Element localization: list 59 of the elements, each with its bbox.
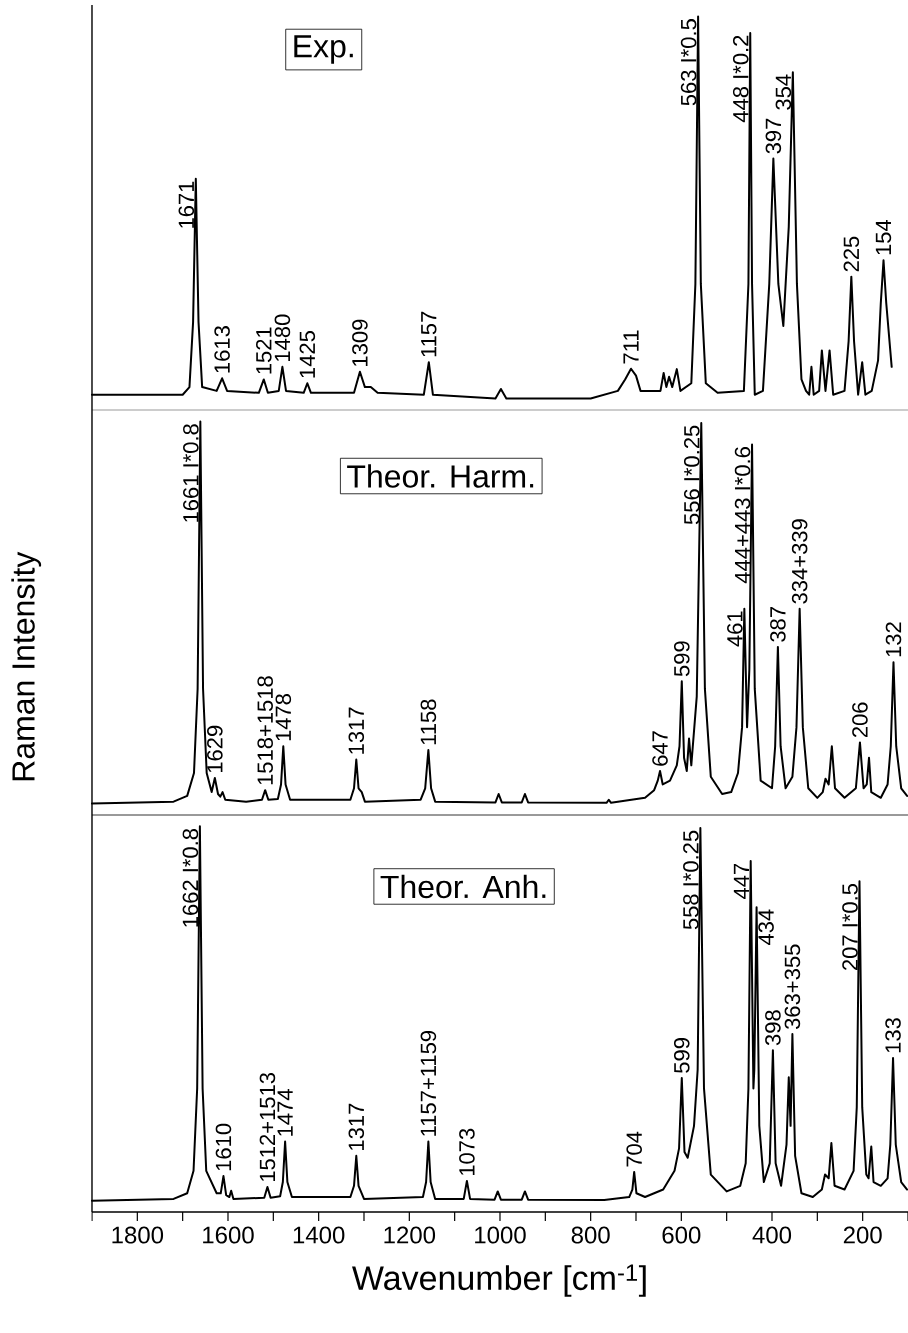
annotation: 398 [765,1010,781,1046]
annotation: 1512+1513 [259,1072,276,1182]
annotation: 1157 [421,311,437,357]
annotation: 558 I*0.25 [683,830,699,930]
annotation: 354 [775,74,792,110]
annotation: 225 [843,236,860,272]
text: Exp. [294,35,353,64]
annotation: 1661 I*0.8 [183,424,199,522]
annotation: 563 I*0.5 [680,19,697,106]
text: Theor. Anh. [380,874,546,899]
annotation: 207 I*0.5 [842,883,858,970]
annotation: 363+355 [784,944,801,1030]
annotation: 1474 [277,1089,293,1136]
annotation: 448 I*0.2 [732,35,749,123]
annotation: 1613 [214,326,230,373]
x-tick-label: 600 [662,1226,701,1244]
annotation: 132 [885,622,902,657]
annotation: 461 [727,611,743,647]
annotation: 1073 [459,1128,475,1176]
text: Theor. Harm. [347,464,534,488]
annotation: 704 [626,1131,642,1167]
annotation: 1521 [256,327,272,374]
annotation: 1629 [207,725,223,773]
annotation: 397 [765,118,782,154]
annotation: 711 [623,330,639,364]
annotation: 1158 [420,699,437,745]
annotation: 154 [875,219,892,255]
annotation: 334+339 [791,519,808,604]
annotation: 387 [770,607,786,642]
x-tick-label: 1600 [203,1226,254,1244]
annotation: 133 [885,1018,901,1053]
annotation: 599 [673,641,690,677]
annotation: 1309 [352,319,368,366]
annotation: 599 [673,1038,690,1073]
annotation: 206 [852,702,868,738]
y-axis-title: Raman Intensity [11,551,42,781]
annotation: 1662 I*0.8 [182,828,199,927]
annotation: 1518+1518 [257,676,273,785]
annotation: 1610 [215,1123,232,1171]
x-tick-label: 800 [571,1226,610,1244]
x-axis-title: Wavenumber [cm$^{-1}$] [352,1264,646,1297]
annotation: 647 [652,731,668,766]
annotation: 444+443 I*0.6 [734,447,751,584]
x-tick-label: 1800 [112,1226,164,1244]
annotation: 556 I*0.25 [683,425,700,525]
x-tick-label: 200 [843,1226,882,1244]
annotation: 1157+1159 [420,1030,437,1136]
annotation: 1480 [274,314,291,361]
x-tick-label: 1200 [384,1226,436,1244]
annotation: 1425 [299,331,316,378]
annotation: 1671 [178,181,195,228]
annotation: 1317 [348,707,365,754]
annotation: 447 [733,863,749,899]
x-tick-label: 1400 [293,1226,345,1244]
x-tick-label: 1000 [475,1226,526,1244]
annotation: 1478 [275,694,292,741]
annotation: 434 [758,909,774,946]
annotation: 1317 [348,1103,365,1150]
x-tick-label: 400 [752,1226,792,1244]
